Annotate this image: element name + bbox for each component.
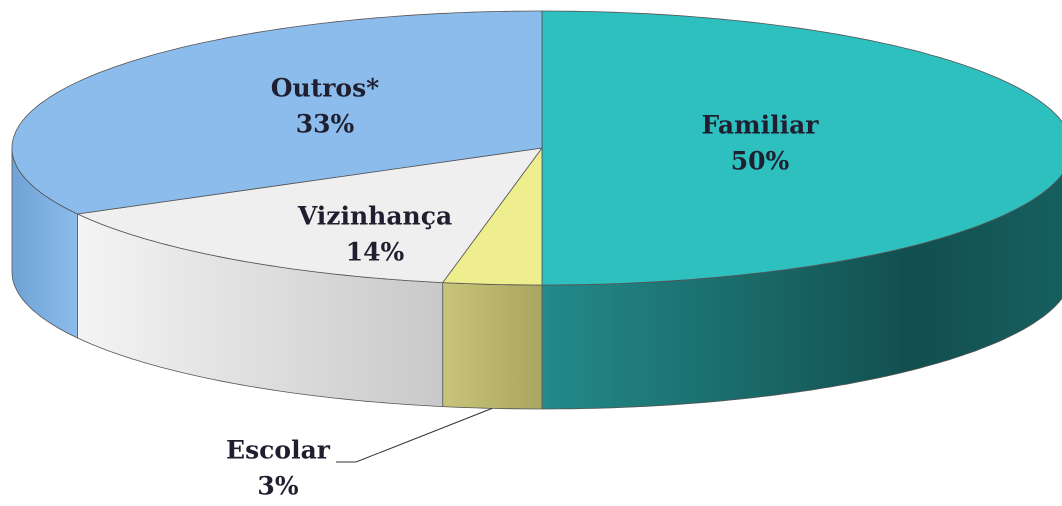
slice-value-label: 50% [731,147,790,176]
slice [11,10,543,339]
slice-label: Vizinhança [297,202,452,231]
leader-line [336,407,493,463]
slice-label: Familiar [702,111,820,140]
slice-label: Outros* [271,74,380,103]
slice-top [76,147,543,284]
slice-side [442,282,543,410]
slice [541,10,1062,410]
slice-value-label: 3% [257,472,298,501]
slice-top [541,10,1062,286]
slice-value-label: 14% [346,238,405,267]
slice-value-label: 33% [296,110,355,139]
slice-label: Escolar [226,436,331,465]
slice-top [11,10,543,215]
